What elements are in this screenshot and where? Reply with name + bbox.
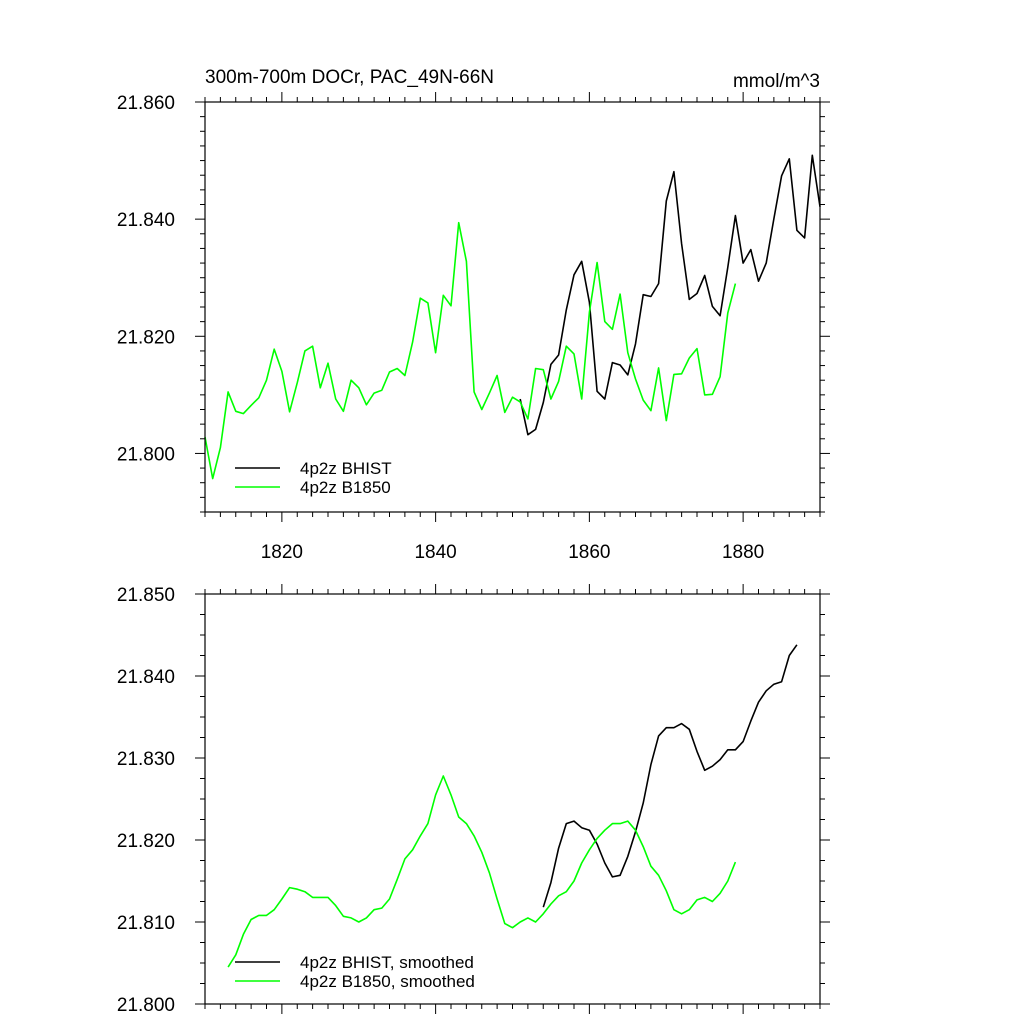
top-panel: 300m-700m DOCr, PAC_49N-66N mmol/m^3 21.…: [117, 67, 830, 563]
x-tick-label: 1860: [568, 542, 610, 563]
units-label: mmol/m^3: [733, 71, 820, 92]
chart-title: 300m-700m DOCr, PAC_49N-66N: [205, 67, 494, 88]
series-line-b1850: [227, 775, 737, 968]
bottom-axis-ticks: 21.800 21.810 21.820 21.830 21.840 21.850: [117, 584, 830, 1016]
y-tick-label: 21.840: [117, 667, 175, 688]
y-tick-label: 21.830: [117, 749, 175, 770]
series-line-bhist: [542, 644, 798, 908]
y-tick-label: 21.860: [117, 93, 175, 114]
y-tick-label: 21.810: [117, 913, 175, 934]
top-plot-area: [204, 154, 821, 480]
series-line-bhist: [519, 154, 821, 436]
y-tick-label: 21.800: [117, 995, 175, 1016]
bottom-plot-area: [227, 644, 798, 968]
y-tick-label: 21.840: [117, 210, 175, 231]
y-tick-label: 21.850: [117, 585, 175, 606]
top-axis-ticks: 21.800 21.820 21.840 21.860 1820 1840 1860 1880: [117, 92, 830, 563]
y-tick-label: 21.820: [117, 831, 175, 852]
x-tick-label: 1820: [261, 542, 303, 563]
series-line-b1850: [204, 221, 737, 480]
top-plot-frame: [204, 101, 821, 513]
y-tick-label: 21.800: [117, 444, 175, 465]
legend-label: 4p2z B1850: [300, 478, 391, 497]
legend-label: 4p2z BHIST, smoothed: [300, 953, 474, 972]
bottom-panel: 21.800 21.810 21.820 21.830 21.840 21.850 4p2…: [117, 584, 830, 1016]
legend-label: 4p2z BHIST: [300, 459, 392, 478]
bottom-plot-frame: [204, 593, 821, 1005]
legend-label: 4p2z B1850, smoothed: [300, 972, 475, 991]
x-tick-label: 1880: [722, 542, 764, 563]
y-tick-label: 21.820: [117, 327, 175, 348]
x-tick-label: 1840: [414, 542, 456, 563]
